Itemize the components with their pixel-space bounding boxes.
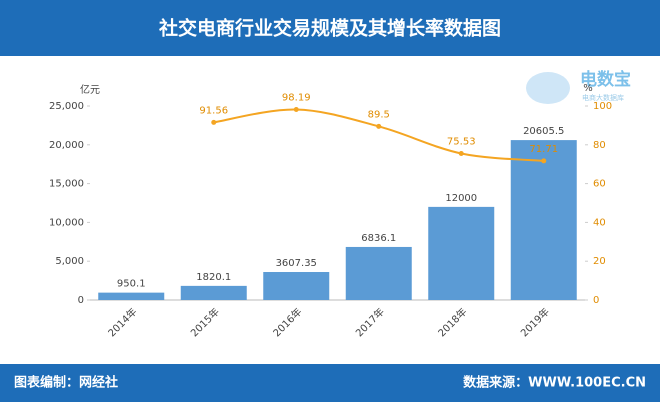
footer-left: 图表编制：网经社: [14, 375, 118, 391]
y-tick-label: 5,000: [55, 256, 84, 267]
y-tick-label: 25,000: [49, 101, 84, 112]
x-tick-label: 2014年: [105, 305, 139, 339]
y2-tick-label: 20: [593, 256, 606, 267]
bar-value-label: 950.1: [117, 279, 146, 290]
bar-value-label: 6836.1: [361, 233, 396, 244]
line-value-label: 71.71: [529, 144, 558, 155]
y-tick-label: 20,000: [49, 140, 84, 151]
bar-value-label: 1820.1: [196, 272, 231, 283]
bar-value-label: 12000: [445, 193, 477, 204]
bar: [180, 285, 247, 300]
line-point: [293, 107, 299, 113]
header-bar: [0, 0, 660, 56]
bar-value-label: 3607.35: [276, 258, 317, 269]
y2-tick-label: 100: [593, 101, 612, 112]
line-value-label: 75.53: [447, 136, 476, 147]
y-tick-label: 15,000: [49, 179, 84, 190]
line-point: [541, 158, 547, 164]
line-point: [458, 150, 464, 156]
logo-name: 电数宝: [580, 69, 631, 90]
footer-right: 数据来源：WWW.100EC.CN: [463, 375, 646, 391]
logo-tagline: 电商大数据库: [582, 93, 624, 102]
line-point: [376, 123, 382, 129]
line-value-label: 89.5: [368, 109, 390, 120]
bar: [98, 292, 165, 300]
chart-title: 社交电商行业交易规模及其增长率数据图: [158, 17, 501, 40]
bar: [510, 140, 577, 300]
x-tick-label: 2015年: [188, 305, 222, 339]
x-tick-label: 2016年: [270, 305, 304, 339]
y2-tick-label: 0: [593, 295, 599, 306]
bar: [263, 272, 330, 300]
y-tick-label: 10,000: [49, 217, 84, 228]
x-tick-label: 2017年: [353, 305, 387, 339]
y-axis-label: 亿元: [80, 83, 100, 96]
line-point: [211, 119, 217, 125]
bar: [428, 206, 495, 300]
y2-axis-label: %: [583, 83, 593, 94]
footer-bar: [0, 364, 660, 402]
line-value-label: 91.56: [199, 105, 228, 116]
line-value-label: 98.19: [282, 93, 311, 104]
y2-tick-label: 80: [593, 140, 606, 151]
bar-value-label: 20605.5: [523, 126, 564, 137]
logo-cloud: [526, 72, 570, 104]
x-tick-label: 2019年: [518, 305, 552, 339]
x-tick-label: 2018年: [435, 305, 469, 339]
y2-tick-label: 60: [593, 179, 606, 190]
logo: 电数宝 电商大数据库: [526, 69, 631, 104]
bar: [345, 246, 412, 300]
y-tick-label: 0: [78, 295, 84, 306]
y2-tick-label: 40: [593, 217, 606, 228]
